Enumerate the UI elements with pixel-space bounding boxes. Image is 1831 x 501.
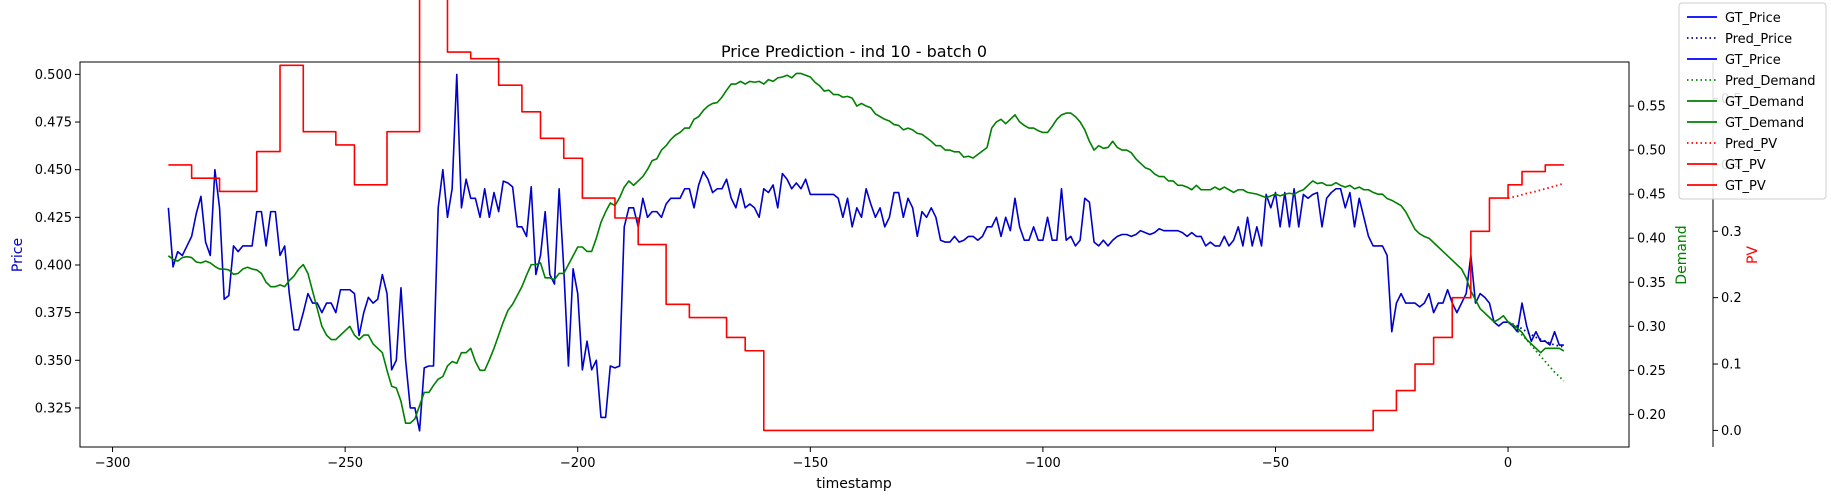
price-tick-label: 0.325	[35, 401, 72, 416]
x-tick-label: 0	[1504, 456, 1512, 471]
legend-label: GT_Demand	[1725, 116, 1804, 131]
price-tick-label: 0.375	[35, 306, 72, 321]
legend-label: GT_Price	[1725, 11, 1781, 26]
pv-tick-label: 0.0	[1721, 424, 1742, 439]
price-tick-label: 0.350	[35, 354, 72, 369]
legend-label: Pred_PV	[1725, 137, 1777, 152]
pv-axis-label: PV	[1745, 246, 1761, 264]
series-pred-demand	[1507, 321, 1565, 382]
demand-axis: 0.20 0.25 0.30 0.35 0.40 0.45 0.50 0.55	[1629, 100, 1666, 423]
x-tick-label: −150	[792, 456, 828, 471]
price-tick-label: 0.500	[35, 68, 72, 83]
legend-label: GT_Price	[1725, 53, 1781, 68]
demand-tick-label: 0.55	[1637, 100, 1666, 115]
x-tick-label: −100	[1025, 456, 1061, 471]
price-axis: 0.325 0.350 0.375 0.400 0.425 0.450 0.475 0.500	[35, 68, 80, 416]
price-tick-label: 0.425	[35, 211, 72, 226]
demand-axis-label: Demand	[1674, 225, 1690, 284]
series-pred-price	[1507, 321, 1565, 348]
demand-tick-label: 0.35	[1637, 276, 1666, 291]
series-gt-demand	[167, 72, 1565, 425]
pv-tick-label: 0.3	[1721, 225, 1742, 240]
price-tick-label: 0.400	[35, 258, 72, 273]
demand-tick-label: 0.30	[1637, 320, 1666, 335]
legend-label: Pred_Demand	[1725, 74, 1816, 89]
chart-title: Price Prediction - ind 10 - batch 0	[721, 42, 987, 61]
demand-tick-label: 0.40	[1637, 232, 1666, 247]
pv-tick-label: 0.2	[1721, 291, 1742, 306]
legend-label: GT_PV	[1725, 158, 1766, 173]
series-pred-pv	[1507, 182, 1565, 199]
price-tick-label: 0.450	[35, 163, 72, 178]
axes-frame	[79, 61, 1630, 448]
x-axis-label: timestamp	[816, 476, 892, 492]
x-tick-label: −250	[327, 456, 363, 471]
pv-tick-label: 0.1	[1721, 358, 1742, 373]
price-tick-label: 0.475	[35, 116, 72, 131]
x-axis: −300 −250 −200 −150 −100 −50 0	[95, 447, 1512, 471]
series-gt-price	[167, 73, 1564, 432]
x-tick-label: −300	[95, 456, 131, 471]
demand-tick-label: 0.25	[1637, 364, 1666, 379]
legend-box	[1678, 2, 1827, 200]
x-tick-label: −200	[560, 456, 596, 471]
demand-tick-label: 0.20	[1637, 408, 1666, 423]
legend-label: GT_Demand	[1725, 95, 1804, 110]
demand-tick-label: 0.50	[1637, 144, 1666, 159]
legend: GT_Price Pred_Price GT_Price Pred_Demand GT_…	[1678, 2, 1827, 200]
legend-label: Pred_Price	[1725, 32, 1792, 47]
series-gt-pv	[168, 0, 1564, 432]
demand-tick-label: 0.45	[1637, 188, 1666, 203]
plot-area	[167, 0, 1565, 432]
x-tick-label: −50	[1262, 456, 1289, 471]
price-axis-label: Price	[10, 238, 26, 272]
legend-label: GT_PV	[1725, 179, 1766, 194]
